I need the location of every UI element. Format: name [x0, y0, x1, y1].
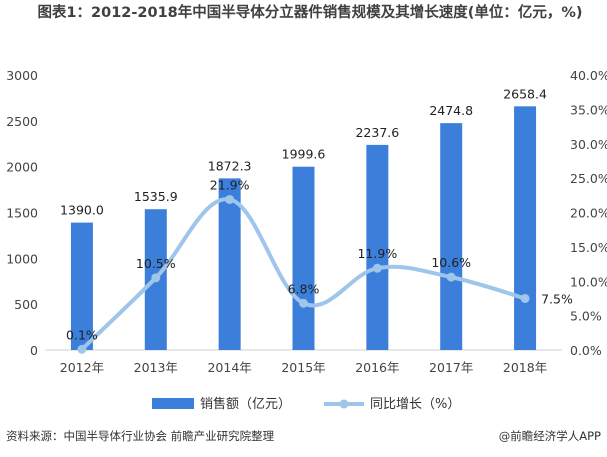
bar-value-label: 2237.6 [355, 125, 399, 140]
y-left-tick-label: 1000 [6, 251, 38, 266]
source-note: 资料来源：中国半导体行业协会 前瞻产业研究院整理 [6, 429, 275, 443]
y-right-tick-label: 35.0% [570, 102, 607, 117]
bar-value-label: 1999.6 [282, 147, 326, 162]
x-tick-label: 2017年 [429, 360, 473, 375]
y-right-tick-label: 15.0% [570, 240, 607, 255]
growth-point [446, 272, 456, 282]
x-tick-label: 2012年 [60, 360, 104, 375]
growth-point [151, 273, 161, 283]
x-tick-label: 2016年 [355, 360, 399, 375]
bar [70, 222, 93, 350]
bar-value-label: 2658.4 [503, 86, 547, 101]
chart-title: 图表1：2012-2018年中国半导体分立器件销售规模及其增长速度(单位：亿元，… [37, 5, 583, 21]
growth-point [372, 263, 382, 273]
footer: 资料来源：中国半导体行业协会 前瞻产业研究院整理 @前瞻经济学人APP [0, 428, 607, 450]
growth-value-label: 11.9% [357, 246, 397, 261]
bar-value-label: 1872.3 [208, 158, 252, 173]
y-left-tick-label: 3000 [6, 68, 38, 83]
axes: 0 500 1000 1500 2000 2500 3000 0.0% 5.0% 10.0% 15.… [6, 68, 607, 375]
growth-value-label: 0.1% [66, 327, 98, 342]
bar [218, 178, 241, 350]
bar [514, 106, 537, 351]
y-left-tick-label: 1500 [6, 206, 38, 221]
growth-point [77, 344, 87, 354]
legend-bar-swatch [152, 398, 194, 409]
y-right-tick-label: 30.0% [570, 137, 607, 152]
y-left-tick-label: 2500 [6, 114, 38, 129]
y-right-tick-label: 25.0% [570, 171, 607, 186]
legend: 销售额（亿元） 同比增长（%） [152, 396, 460, 412]
bar [440, 123, 463, 350]
growth-value-label: 21.9% [210, 177, 250, 192]
bar-value-label: 1535.9 [134, 189, 178, 204]
brand-credit: @前瞻经济学人APP [498, 429, 601, 443]
bar [292, 166, 315, 350]
growth-point [225, 194, 235, 204]
y-right-tick-label: 40.0% [570, 68, 607, 83]
bar-value-label: 2474.8 [429, 103, 473, 118]
bars [70, 106, 537, 351]
growth-line [77, 194, 530, 354]
y-left-tick-label: 0 [30, 343, 38, 358]
growth-value-label: 6.8% [288, 281, 320, 296]
bar [366, 144, 389, 350]
y-right-tick-label: 20.0% [570, 206, 607, 221]
y-left-tick-label: 500 [14, 297, 38, 312]
growth-value-label: 10.6% [431, 255, 471, 270]
y-right-tick-label: 5.0% [570, 309, 602, 324]
x-tick-label: 2014年 [207, 360, 251, 375]
legend-line-label: 同比增长（%） [370, 397, 460, 412]
legend-line-marker [339, 399, 349, 409]
y-right-tick-label: 0.0% [570, 343, 602, 358]
data-labels: 1390.0 1535.9 1872.3 1999.6 2237.6 2474.8 2658… [60, 86, 573, 342]
chart-svg: 0 500 1000 1500 2000 2500 3000 0.0% 5.0% 10.0% 15.… [6, 68, 607, 412]
x-tick-label: 2018年 [503, 360, 547, 375]
growth-point [520, 293, 530, 303]
growth-point [299, 298, 308, 308]
growth-value-label: 7.5% [541, 291, 573, 306]
x-tick-label: 2015年 [281, 360, 325, 375]
x-tick-label: 2013年 [134, 360, 178, 375]
y-left-tick-label: 2000 [6, 160, 38, 175]
legend-bar-label: 销售额（亿元） [200, 396, 291, 412]
growth-value-label: 10.5% [136, 256, 176, 271]
y-right-tick-label: 10.0% [570, 274, 607, 289]
bar-value-label: 1390.0 [60, 203, 104, 218]
